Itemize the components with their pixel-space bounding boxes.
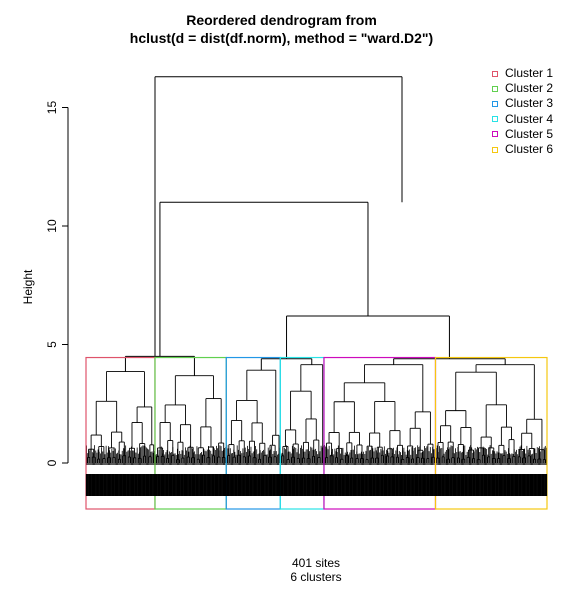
legend-label: Cluster 1 xyxy=(505,66,554,80)
chart-title-line1: Reordered dendrogram from xyxy=(186,12,377,28)
legend-item: Cluster 3 xyxy=(492,96,553,111)
subtitle-clusters: 6 clusters xyxy=(290,570,342,584)
legend-item: Cluster 4 xyxy=(492,112,553,127)
legend-item: Cluster 2 xyxy=(492,81,553,96)
y-tick-label: 0 xyxy=(45,459,59,466)
legend-label: Cluster 4 xyxy=(505,111,554,126)
legend-label: Cluster 2 xyxy=(505,81,554,96)
legend-item: Cluster 5 xyxy=(492,127,553,142)
y-tick-label: 15 xyxy=(45,101,59,115)
legend-swatch xyxy=(492,116,498,123)
legend-swatch xyxy=(492,85,498,92)
legend-swatch xyxy=(492,101,498,107)
subtitle-sites: 401 sites xyxy=(291,556,341,570)
y-tick-label: 10 xyxy=(45,219,59,233)
legend-swatch xyxy=(492,146,498,153)
legend-item: Cluster 1 xyxy=(492,66,553,81)
cluster-rect xyxy=(434,356,548,510)
legend-label: Cluster 5 xyxy=(505,126,554,141)
chart-title-line2: hclust(d = dist(df.norm), method = "ward… xyxy=(129,30,434,46)
legend-swatch xyxy=(492,131,498,138)
y-tick-label: 5 xyxy=(45,341,59,348)
legend-item: Cluster 6 xyxy=(492,142,553,157)
legend-label: Cluster 6 xyxy=(505,142,554,157)
legend: Cluster 1 Cluster 2 Cluster 3 Cluster 4 Clus… xyxy=(492,66,553,157)
legend-label: Cluster 3 xyxy=(505,96,554,111)
legend-swatch xyxy=(492,70,498,77)
